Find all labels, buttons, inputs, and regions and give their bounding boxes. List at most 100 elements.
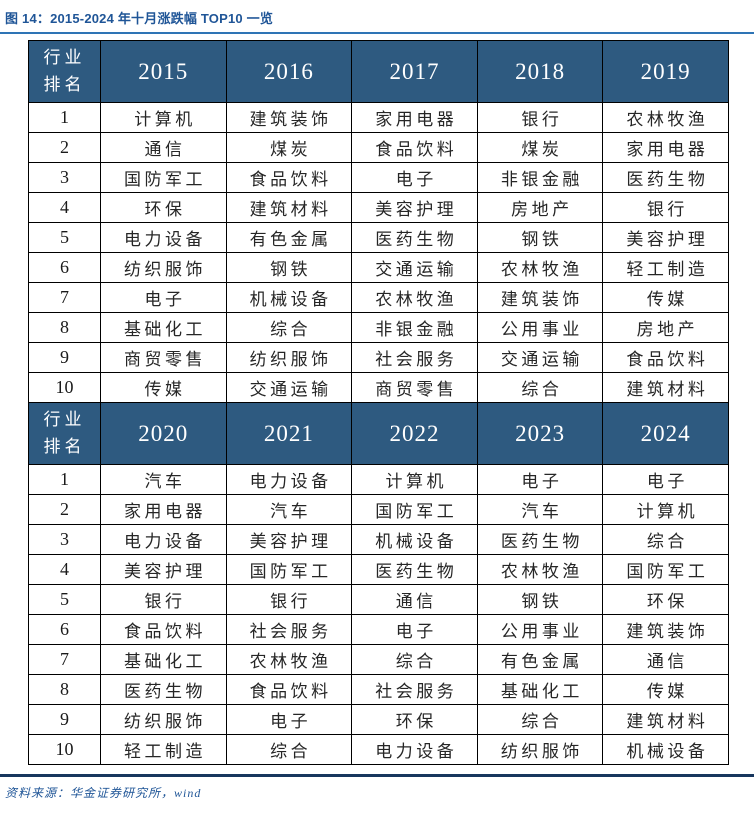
year-column-header: 2022: [351, 402, 478, 465]
year-column-header: 2023: [476, 402, 604, 465]
industry-cell: 通信: [351, 584, 478, 615]
table-header-row: 行业排名 2020 2021 2022 2023 2024: [28, 402, 729, 465]
rank-cell: 6: [28, 614, 101, 645]
year-column-header: 2024: [602, 402, 729, 465]
industry-cell: 房地产: [476, 192, 604, 223]
industry-cell: 建筑材料: [602, 704, 729, 735]
industry-cell: 医药生物: [351, 222, 478, 253]
year-column-header: 2017: [351, 40, 478, 103]
industry-cell: 电子: [476, 464, 604, 495]
table-row: 4 美容护理 国防军工 医药生物 农林牧渔 国防军工: [28, 554, 729, 585]
table-row: 3 国防军工 食品饮料 电子 非银金融 医药生物: [28, 162, 729, 193]
industry-cell: 国防军工: [602, 554, 729, 585]
industry-cell: 交通运输: [225, 372, 353, 403]
industry-cell: 综合: [225, 734, 353, 765]
industry-cell: 纺织服饰: [100, 704, 227, 735]
table-row: 1 汽车 电力设备 计算机 电子 电子: [28, 464, 729, 495]
industry-cell: 国防军工: [351, 494, 478, 525]
industry-cell: 医药生物: [100, 674, 227, 705]
industry-cell: 电子: [351, 614, 478, 645]
industry-cell: 传媒: [602, 282, 729, 313]
top10-ranking-table: 行业排名 2015 2016 2017 2018 2019 1 计算机 建筑装饰 家用电器 银行 农林…: [28, 40, 729, 765]
rank-column-header: 行业排名: [28, 402, 101, 465]
industry-cell: 综合: [476, 372, 604, 403]
table-row: 6 纺织服饰 钢铁 交通运输 农林牧渔 轻工制造: [28, 252, 729, 283]
industry-cell: 建筑装饰: [225, 102, 353, 133]
rank-cell: 3: [28, 524, 101, 555]
industry-cell: 钢铁: [476, 584, 604, 615]
industry-cell: 社会服务: [351, 342, 478, 373]
industry-cell: 轻工制造: [602, 252, 729, 283]
industry-cell: 汽车: [225, 494, 353, 525]
rank-cell: 10: [28, 734, 101, 765]
industry-cell: 农林牧渔: [225, 644, 353, 675]
rank-cell: 5: [28, 222, 101, 253]
industry-cell: 农林牧渔: [476, 554, 604, 585]
industry-cell: 建筑装饰: [476, 282, 604, 313]
industry-cell: 农林牧渔: [602, 102, 729, 133]
table-row: 4 环保 建筑材料 美容护理 房地产 银行: [28, 192, 729, 223]
industry-cell: 银行: [602, 192, 729, 223]
rank-cell: 1: [28, 464, 101, 495]
industry-cell: 农林牧渔: [351, 282, 478, 313]
industry-cell: 环保: [602, 584, 729, 615]
industry-cell: 非银金融: [351, 312, 478, 343]
table-row: 2 通信 煤炭 食品饮料 煤炭 家用电器: [28, 132, 729, 163]
industry-cell: 建筑材料: [602, 372, 729, 403]
source-note: 资料来源：华金证券研究所，wind: [5, 786, 202, 800]
industry-cell: 计算机: [100, 102, 227, 133]
industry-cell: 机械设备: [602, 734, 729, 765]
rank-cell: 3: [28, 162, 101, 193]
industry-cell: 电子: [225, 704, 353, 735]
industry-cell: 煤炭: [225, 132, 353, 163]
industry-cell: 银行: [476, 102, 604, 133]
year-column-header: 2019: [602, 40, 729, 103]
industry-cell: 纺织服饰: [225, 342, 353, 373]
industry-cell: 机械设备: [351, 524, 478, 555]
year-column-header: 2020: [100, 402, 227, 465]
table-row: 7 基础化工 农林牧渔 综合 有色金属 通信: [28, 644, 729, 675]
industry-cell: 有色金属: [476, 644, 604, 675]
table-row: 3 电力设备 美容护理 机械设备 医药生物 综合: [28, 524, 729, 555]
industry-cell: 建筑装饰: [602, 614, 729, 645]
industry-cell: 通信: [602, 644, 729, 675]
industry-cell: 交通运输: [476, 342, 604, 373]
rank-cell: 5: [28, 584, 101, 615]
industry-cell: 钢铁: [225, 252, 353, 283]
industry-cell: 非银金融: [476, 162, 604, 193]
industry-cell: 综合: [602, 524, 729, 555]
industry-cell: 汽车: [476, 494, 604, 525]
industry-cell: 环保: [351, 704, 478, 735]
industry-cell: 家用电器: [602, 132, 729, 163]
rank-cell: 2: [28, 132, 101, 163]
rank-cell: 9: [28, 704, 101, 735]
industry-cell: 综合: [476, 704, 604, 735]
rank-cell: 8: [28, 312, 101, 343]
table-row: 1 计算机 建筑装饰 家用电器 银行 农林牧渔: [28, 102, 729, 133]
industry-cell: 银行: [100, 584, 227, 615]
industry-cell: 农林牧渔: [476, 252, 604, 283]
industry-cell: 家用电器: [100, 494, 227, 525]
industry-cell: 电力设备: [351, 734, 478, 765]
industry-cell: 电力设备: [100, 222, 227, 253]
rank-cell: 6: [28, 252, 101, 283]
table-row: 2 家用电器 汽车 国防军工 汽车 计算机: [28, 494, 729, 525]
industry-cell: 传媒: [100, 372, 227, 403]
industry-cell: 建筑材料: [225, 192, 353, 223]
industry-cell: 社会服务: [225, 614, 353, 645]
industry-cell: 医药生物: [602, 162, 729, 193]
industry-cell: 基础化工: [100, 644, 227, 675]
industry-cell: 基础化工: [100, 312, 227, 343]
industry-cell: 计算机: [351, 464, 478, 495]
industry-cell: 食品饮料: [351, 132, 478, 163]
industry-cell: 机械设备: [225, 282, 353, 313]
rank-cell: 1: [28, 102, 101, 133]
industry-cell: 食品饮料: [225, 674, 353, 705]
industry-cell: 商贸零售: [100, 342, 227, 373]
industry-cell: 食品饮料: [100, 614, 227, 645]
industry-cell: 综合: [225, 312, 353, 343]
industry-cell: 交通运输: [351, 252, 478, 283]
table-row: 9 商贸零售 纺织服饰 社会服务 交通运输 食品饮料: [28, 342, 729, 373]
industry-cell: 综合: [351, 644, 478, 675]
table-row: 6 食品饮料 社会服务 电子 公用事业 建筑装饰: [28, 614, 729, 645]
